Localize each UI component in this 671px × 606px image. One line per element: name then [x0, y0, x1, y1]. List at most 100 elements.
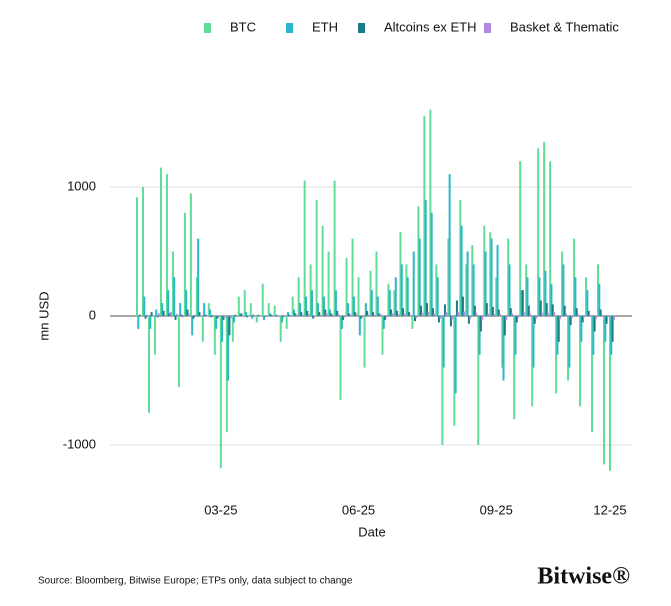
bar [222, 316, 225, 320]
bar [453, 316, 456, 426]
bar [594, 316, 597, 319]
bar [553, 312, 556, 316]
bar [192, 316, 195, 319]
bar [247, 316, 250, 317]
bar [288, 314, 291, 316]
bar [429, 109, 432, 316]
bar [478, 316, 481, 355]
bar [201, 316, 204, 342]
y-axis-label: mn USD [36, 291, 51, 340]
bar [243, 290, 246, 316]
bar [581, 316, 584, 323]
bar [309, 264, 312, 316]
bar [502, 316, 505, 381]
bar [576, 314, 579, 316]
bar [555, 316, 558, 394]
bar [366, 310, 369, 316]
bar [457, 312, 460, 316]
bar [144, 316, 147, 319]
bar [454, 316, 457, 394]
bar [223, 316, 226, 318]
bar [484, 251, 487, 316]
bar [270, 314, 273, 316]
bar [189, 193, 192, 316]
bar [603, 316, 606, 465]
bar [316, 303, 319, 316]
bar [598, 283, 601, 316]
bar [360, 316, 363, 319]
bar [161, 303, 164, 316]
bar [153, 316, 156, 355]
bar [445, 312, 448, 316]
bar [193, 314, 196, 316]
bar [449, 316, 452, 327]
bar [363, 316, 366, 368]
bar [532, 316, 535, 368]
bar [174, 316, 177, 320]
bar [430, 212, 433, 316]
bar [143, 296, 146, 316]
bar [179, 303, 182, 316]
bar [215, 316, 218, 329]
bar [471, 245, 474, 316]
bar [442, 316, 445, 368]
bar [364, 303, 367, 316]
bar [282, 316, 285, 318]
bar [180, 314, 183, 316]
bar [343, 316, 346, 318]
bar [283, 316, 286, 317]
bar [533, 316, 536, 324]
bar [496, 245, 499, 316]
bar [489, 232, 492, 316]
bar [346, 303, 349, 316]
bar [355, 314, 358, 316]
bar [547, 313, 550, 316]
legend-swatch [358, 23, 365, 33]
bar [425, 303, 428, 316]
bar [565, 313, 568, 316]
bar [294, 313, 297, 316]
bar [405, 264, 408, 316]
bar [157, 313, 160, 316]
bar [375, 251, 378, 316]
bar [354, 312, 357, 316]
bar [545, 303, 548, 316]
bar [593, 316, 596, 332]
bar [497, 309, 500, 316]
bar [162, 310, 165, 316]
bar [187, 313, 190, 316]
bar [415, 316, 418, 318]
bar [217, 316, 220, 318]
bar [585, 277, 588, 316]
x-axis-label: Date [358, 524, 385, 539]
bar [150, 312, 153, 316]
bar [549, 161, 552, 316]
bar [543, 141, 546, 316]
bar [525, 264, 528, 316]
bar [169, 312, 172, 316]
bar [441, 316, 444, 445]
bar [591, 316, 594, 433]
bar [490, 238, 493, 316]
bar [611, 316, 614, 342]
bar [412, 251, 415, 316]
bar [378, 313, 381, 316]
bar [568, 316, 571, 368]
y-tick-label: -1000 [63, 436, 96, 451]
bar [612, 316, 615, 320]
bar [403, 313, 406, 316]
bar [477, 316, 480, 445]
bar [515, 316, 518, 323]
bar [414, 316, 417, 322]
bar [145, 314, 148, 316]
bar [259, 316, 262, 317]
legend-swatch [286, 23, 293, 33]
bar [523, 312, 526, 316]
bar [435, 264, 438, 316]
bar [195, 277, 198, 316]
bar [600, 314, 603, 316]
bar [181, 316, 184, 318]
bar [219, 316, 222, 469]
bar [376, 296, 379, 316]
